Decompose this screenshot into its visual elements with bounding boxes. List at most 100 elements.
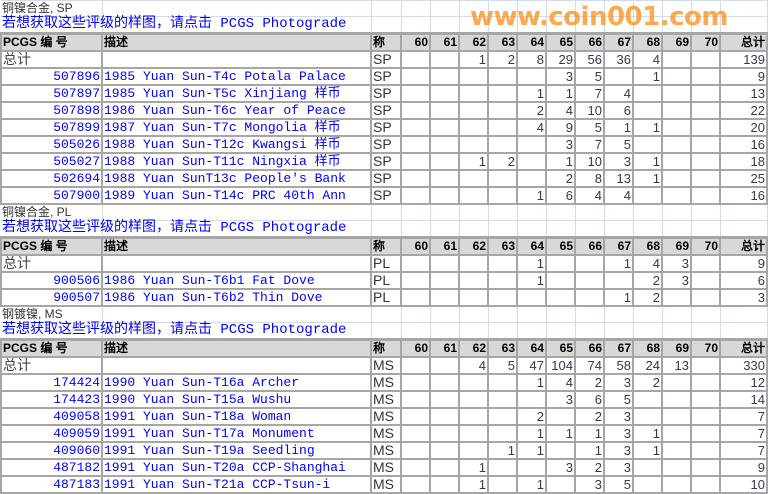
grade-count <box>429 390 460 409</box>
row-total: 25 <box>719 169 768 188</box>
grade-count: 3 <box>661 271 692 290</box>
pcgs-number-link[interactable]: 174423 <box>0 390 103 409</box>
grade-count <box>574 271 605 290</box>
grade-count: 7 <box>574 84 605 103</box>
grade-count: 2 <box>574 373 605 392</box>
pcgs-number-link[interactable]: 409060 <box>0 441 103 460</box>
grade-count <box>429 288 460 307</box>
empty-cell <box>101 50 372 69</box>
empty-cell <box>603 220 634 238</box>
grade-count: 2 <box>632 288 663 307</box>
empty-cell <box>516 305 547 323</box>
coin-description-link[interactable]: 1990 Yuan Sun-T16a Archer <box>101 373 372 392</box>
grade-count <box>429 424 460 443</box>
photograde-link[interactable]: 若想获取这些评级的样图，请点击 PCGS Photograde <box>1 16 347 34</box>
grade-count: 2 <box>545 169 576 188</box>
pcgs-number-link[interactable]: 174424 <box>0 373 103 392</box>
grade-count: 1 <box>516 84 547 103</box>
grade-count: 5 <box>574 67 605 86</box>
grade-count <box>690 135 721 154</box>
empty-cell <box>690 220 721 238</box>
coin-description-link[interactable]: 1988 Yuan SunT13c People's Bank <box>101 169 372 188</box>
empty-cell <box>400 322 431 340</box>
empty-cell <box>458 305 489 323</box>
empty-cell <box>574 220 605 238</box>
pcgs-number-link[interactable]: 502694 <box>0 169 103 188</box>
pcgs-number-link[interactable]: 505026 <box>0 135 103 154</box>
pcgs-number-link[interactable]: 507900 <box>0 186 103 205</box>
grade-count <box>400 373 431 392</box>
grade-count: 4 <box>545 101 576 120</box>
pcgs-number-link[interactable]: 409059 <box>0 424 103 443</box>
grade-count: 2 <box>574 407 605 426</box>
grade-count <box>516 288 547 307</box>
table-row: 409058 1991 Yuan Sun-T18a Woman MS 2 2 3 7 <box>0 407 768 426</box>
grade-count: 1 <box>632 118 663 137</box>
empty-cell <box>719 322 768 340</box>
grade-count <box>632 407 663 426</box>
grade-count <box>400 186 431 205</box>
empty-cell <box>719 220 768 238</box>
designation: MS <box>370 390 402 409</box>
photograde-link[interactable]: 若想获取这些评级的样图，请点击 PCGS Photograde <box>1 220 347 238</box>
grade-count: 4 <box>632 254 663 273</box>
grade-count <box>690 458 721 477</box>
header-grade-70: 70 <box>690 32 721 52</box>
pcgs-number-link[interactable]: 505027 <box>0 152 103 171</box>
empty-cell <box>101 305 372 323</box>
coin-description-link[interactable]: 1987 Yuan Sun-T7c Mongolia 样币 <box>101 118 372 137</box>
coin-description-link[interactable]: 1991 Yuan Sun-T19a Seedling <box>101 441 372 460</box>
coin-description-link[interactable]: 1991 Yuan Sun-T20a CCP-Shanghai <box>101 458 372 477</box>
grade-count: 1 <box>603 288 634 307</box>
coin-description-link[interactable]: 1991 Yuan Sun-T21a CCP-Tsun-i <box>101 475 372 494</box>
empty-cell <box>690 305 721 323</box>
header-grade-69: 69 <box>661 32 692 52</box>
designation: MS <box>370 475 402 494</box>
empty-cell <box>632 220 663 238</box>
designation: SP <box>370 152 402 171</box>
coin-description-link[interactable]: 1985 Yuan Sun-T4c Potala Palace <box>101 67 372 86</box>
table-header-row: PCGS 编 号描述称 60 61 62 63 64 65 66 67 68 69 70 总计 <box>0 338 768 358</box>
pcgs-number-link[interactable]: 900506 <box>0 271 103 290</box>
table-row: 900506 1986 Yuan Sun-T6b1 Fat Dove PL 1 2 3 6 <box>0 271 768 290</box>
pcgs-number-link[interactable]: 507896 <box>0 67 103 86</box>
pcgs-number-link[interactable]: 507897 <box>0 84 103 103</box>
pcgs-number-link[interactable]: 487182 <box>0 458 103 477</box>
coin-description-link[interactable]: 1985 Yuan Sun-T5c Xinjiang 样币 <box>101 84 372 103</box>
pcgs-number-link[interactable]: 507898 <box>0 101 103 120</box>
coin-description-link[interactable]: 1991 Yuan Sun-T18a Woman <box>101 407 372 426</box>
empty-cell <box>370 220 402 238</box>
coin-description-link[interactable]: 1986 Yuan Sun-T6b1 Fat Dove <box>101 271 372 290</box>
designation: MS <box>370 407 402 426</box>
coin-description-link[interactable]: 1989 Yuan Sun-T14c PRC 40th Ann <box>101 186 372 205</box>
coin-description-link[interactable]: 1990 Yuan Sun-T15a Wushu <box>101 390 372 409</box>
header-total: 总计 <box>719 236 768 256</box>
grade-count: 4 <box>632 50 663 69</box>
empty-cell <box>458 220 489 238</box>
coin-description-link[interactable]: 1986 Yuan Sun-T6b2 Thin Dove <box>101 288 372 307</box>
grade-count: 3 <box>603 458 634 477</box>
pcgs-number-link[interactable]: 409058 <box>0 407 103 426</box>
grade-count <box>661 475 692 494</box>
grade-count <box>400 254 431 273</box>
grade-count: 4 <box>516 118 547 137</box>
coin-description-link[interactable]: 1988 Yuan Sun-T12c Kwangsi 样币 <box>101 135 372 154</box>
empty-cell <box>370 16 402 34</box>
coin-description-link[interactable]: 1988 Yuan Sun-T11c Ningxia 样币 <box>101 152 372 171</box>
header-grade-67: 67 <box>603 236 634 256</box>
pcgs-number-link[interactable]: 507899 <box>0 118 103 137</box>
coin-description-link[interactable]: 1991 Yuan Sun-T17a Monument <box>101 424 372 443</box>
grade-count <box>661 424 692 443</box>
grade-count <box>487 135 518 154</box>
pcgs-number-link[interactable]: 487183 <box>0 475 103 494</box>
empty-cell <box>370 0 402 17</box>
pcgs-number-link[interactable]: 900507 <box>0 288 103 307</box>
coin-description-link[interactable]: 1986 Yuan Sun-T6c Year of Peace <box>101 101 372 120</box>
grade-count: 1 <box>632 441 663 460</box>
header-grade-68: 68 <box>632 236 663 256</box>
photograde-link[interactable]: 若想获取这些评级的样图，请点击 PCGS Photograde <box>1 322 347 340</box>
empty-cell <box>516 220 547 238</box>
empty-cell <box>603 322 634 340</box>
grade-count <box>458 135 489 154</box>
